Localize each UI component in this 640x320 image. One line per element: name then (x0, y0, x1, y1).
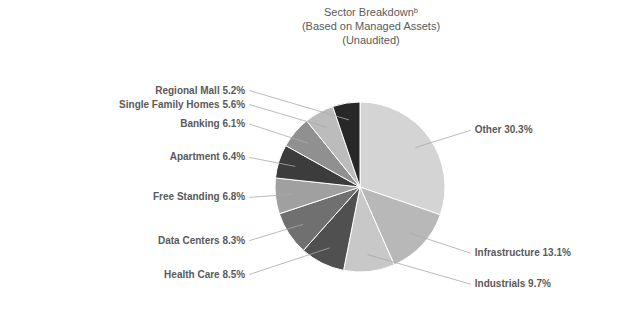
data-label: 6.1% (222, 118, 245, 129)
slice-label: Health Care 8.5% (164, 268, 245, 279)
data-label: 8.3% (222, 234, 245, 245)
slice-label: Infrastructure 13.1% (475, 247, 571, 258)
data-label: 6.4% (222, 151, 245, 162)
slice-label: Regional Mall 5.2% (155, 84, 245, 95)
category-label: Data Centers (158, 234, 220, 245)
leader-line (415, 130, 470, 147)
category-label: Single Family Homes (119, 98, 220, 109)
slice-label: Free Standing 6.8% (153, 191, 245, 202)
leader-line (367, 255, 470, 285)
leader-line (249, 194, 292, 197)
leader-line (410, 233, 471, 253)
slice-label: Data Centers 8.3% (158, 234, 245, 245)
pie (275, 102, 445, 272)
data-label: 8.5% (222, 268, 245, 279)
category-label: Health Care (164, 268, 220, 279)
background (0, 0, 640, 320)
data-label: 30.3% (504, 124, 532, 135)
chart: Sector Breakdownᵇ(Based on Managed Asset… (0, 0, 640, 320)
leader-line (249, 157, 295, 166)
category-label: Apartment (170, 151, 221, 162)
leader-line (249, 124, 308, 143)
slice-label: Industrials 9.7% (475, 278, 551, 289)
title: Sector Breakdownᵇ(Based on Managed Asset… (302, 6, 440, 46)
leader-line (249, 224, 303, 240)
slice (333, 102, 360, 187)
category-label: Banking (180, 118, 219, 129)
slice-label: Apartment 6.4% (170, 151, 246, 162)
category-label: Infrastructure (475, 247, 540, 258)
data-label: 13.1% (543, 247, 571, 258)
data-label: 9.7% (528, 278, 551, 289)
slice-label: Banking 6.1% (180, 118, 245, 129)
leader-line (249, 248, 329, 275)
leader-line (249, 91, 349, 120)
data-label: 5.6% (222, 98, 245, 109)
data-label: 6.8% (222, 191, 245, 202)
labels: Other 30.3% Infrastructure 13.1% Industria… (119, 84, 571, 289)
leader-line (249, 105, 327, 128)
category-label: Industrials (475, 278, 526, 289)
slice-label: Single Family Homes 5.6% (119, 98, 245, 109)
category-label: Regional Mall (155, 84, 220, 95)
data-label: 5.2% (222, 84, 245, 95)
category-label: Other (475, 124, 502, 135)
slice-label: Other 30.3% (475, 124, 533, 135)
category-label: Free Standing (153, 191, 220, 202)
